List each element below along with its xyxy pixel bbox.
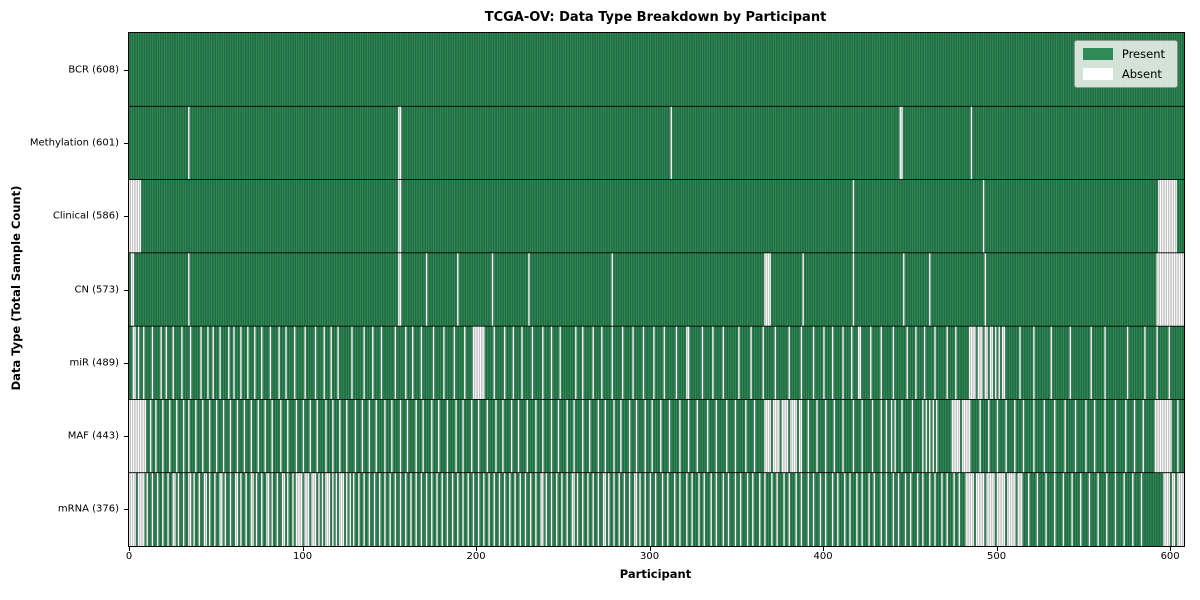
legend-label-absent: Absent: [1121, 67, 1162, 81]
y-tick-mark: [124, 216, 128, 218]
x-tick-label: 600: [1160, 551, 1180, 562]
y-tick-label: Methylation (601): [29, 137, 119, 149]
x-tick-mark: [823, 547, 825, 551]
y-tick-label: MAF (443): [67, 430, 119, 442]
legend-item-absent: Absent: [1082, 67, 1165, 81]
x-tick-mark: [476, 547, 478, 551]
y-tick-label: mRNA (376): [57, 503, 119, 515]
x-tick-label: 400: [813, 551, 833, 562]
x-tick-label: 200: [466, 551, 486, 562]
y-tick-mark: [124, 436, 128, 438]
absent-swatch-icon: [1082, 68, 1113, 80]
x-tick-mark: [649, 547, 651, 551]
x-tick-mark: [996, 547, 998, 551]
y-tick-label: CN (573): [74, 284, 119, 295]
x-tick-mark: [1170, 547, 1172, 551]
chart-title: TCGA-OV: Data Type Breakdown by Particip…: [484, 10, 827, 25]
y-tick-mark: [124, 69, 128, 71]
y-tick-mark: [124, 509, 128, 511]
x-tick-label: 500: [987, 551, 1007, 562]
y-tick-mark: [124, 362, 128, 364]
legend-item-present: Present: [1082, 47, 1165, 61]
x-axis-label: Participant: [619, 567, 692, 581]
y-tick-label: miR (489): [69, 357, 119, 369]
x-tick-label: 0: [125, 551, 133, 562]
x-tick-label: 300: [640, 551, 660, 562]
y-tick-mark: [124, 289, 128, 291]
legend-label-present: Present: [1121, 47, 1165, 61]
x-tick-mark: [129, 547, 130, 551]
plot-area: Present Absent: [128, 32, 1185, 547]
present-swatch-icon: [1082, 48, 1113, 60]
y-tick-mark: [124, 142, 128, 144]
heatmap-canvas: [129, 33, 1184, 546]
y-tick-label: Clinical (586): [52, 210, 119, 222]
x-tick-mark: [302, 547, 304, 551]
legend: Present Absent: [1073, 40, 1178, 88]
x-tick-label: 100: [292, 551, 313, 562]
y-tick-label: BCR (608): [68, 64, 119, 76]
